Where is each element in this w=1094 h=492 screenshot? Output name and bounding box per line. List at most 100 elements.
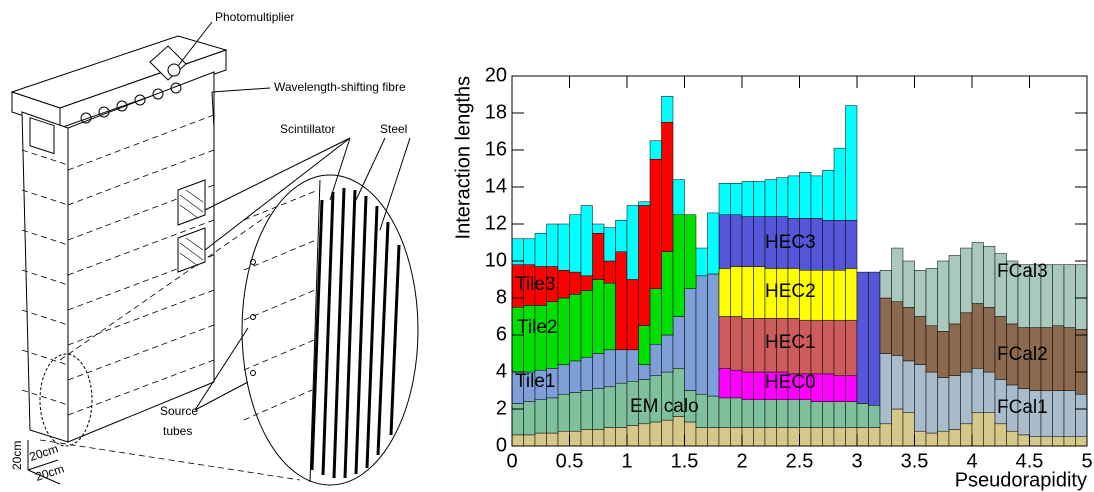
- bar-segment: [741, 318, 754, 373]
- bar-segment: [557, 270, 570, 299]
- bar-segment: [971, 303, 984, 369]
- bar-segment: [753, 318, 766, 373]
- bar-segment: [856, 271, 869, 404]
- bar-segment: [649, 140, 662, 160]
- bar-segment: [638, 364, 651, 380]
- bar-segment: [730, 183, 743, 216]
- bar-segment: [557, 364, 570, 395]
- bar-segment: [960, 247, 973, 314]
- bar-segment: [868, 427, 881, 447]
- bar-segment: [569, 392, 582, 432]
- x-tick-label: 2.5: [786, 450, 814, 472]
- y-axis-label: Interaction lengths: [452, 76, 474, 239]
- bar-segment: [937, 260, 950, 332]
- bar-segment: [684, 421, 697, 447]
- bar-segment: [925, 268, 938, 326]
- bar-segment: [546, 432, 559, 447]
- chart: EM calo Tile1 Tile2 Tile3 HEC0 HEC1 HEC2 HEC3 FC…: [452, 64, 1092, 491]
- y-tick-label: 8: [496, 286, 507, 308]
- bar-segment: [925, 371, 938, 434]
- bar-segment: [960, 312, 973, 373]
- bar-segment: [615, 427, 628, 447]
- x-tick-label: 4.5: [1016, 450, 1044, 472]
- bar-segment: [718, 268, 731, 317]
- bar-segment: [1075, 264, 1088, 330]
- bar-segment: [902, 360, 915, 413]
- scale-label: 20cm: [34, 461, 66, 483]
- bar-segment: [879, 297, 892, 354]
- bar-segment: [937, 331, 950, 378]
- bar-segment: [1029, 436, 1042, 447]
- photomultiplier-label: Photomultiplier: [215, 10, 294, 24]
- fibre-label: Wavelength-shifting fibre: [274, 80, 406, 94]
- bar-segment: [879, 353, 892, 425]
- bar-segment: [925, 325, 938, 373]
- bar-segment: [569, 271, 582, 295]
- bar-segment: [833, 270, 846, 321]
- y-tick-label: 6: [496, 323, 507, 345]
- bar-segment: [511, 403, 524, 436]
- bar-segment: [718, 397, 731, 428]
- bar-segment: [672, 416, 685, 447]
- bar-segment: [914, 364, 927, 432]
- region-label: HEC0: [765, 372, 816, 393]
- bar-segment: [914, 430, 927, 447]
- bar-segment: [741, 216, 754, 267]
- bar-segment: [822, 220, 835, 271]
- bar-segment: [776, 399, 789, 428]
- bar-segment: [1075, 329, 1088, 395]
- bar-segment: [948, 323, 961, 376]
- bar-segment: [868, 271, 881, 406]
- bar-segment: [868, 405, 881, 428]
- y-tick-label: 12: [485, 212, 507, 234]
- bar-segment: [1052, 264, 1065, 327]
- bar-segment: [638, 205, 651, 326]
- region-label: Tile3: [515, 274, 555, 295]
- region-label: HEC1: [765, 332, 816, 353]
- bar-segment: [580, 205, 593, 277]
- bar-segment: [592, 353, 605, 389]
- region-label: HEC2: [765, 281, 816, 302]
- bar-segment: [1006, 430, 1019, 447]
- bar-segment: [626, 349, 639, 382]
- bar-segment: [914, 270, 927, 317]
- y-tick-label: 14: [485, 175, 507, 197]
- bar-segment: [569, 214, 582, 273]
- bar-segment: [603, 349, 616, 388]
- bar-segment: [753, 181, 766, 217]
- bar-segment: [546, 397, 559, 434]
- tile-module-diagram: [10, 21, 419, 486]
- y-tick-label: 18: [485, 101, 507, 123]
- bar-segment: [845, 105, 858, 221]
- bar-segment: [718, 214, 731, 269]
- bar-segment: [649, 421, 662, 447]
- bar-segment: [557, 223, 570, 271]
- bar-segment: [661, 251, 674, 336]
- bar-segment: [914, 316, 927, 365]
- y-tick-label: 20: [485, 64, 507, 86]
- x-tick-label: 0: [506, 450, 517, 472]
- bar-segment: [983, 412, 996, 447]
- bar-segment: [822, 319, 835, 375]
- bar-segment: [879, 423, 892, 447]
- bar-segment: [557, 393, 570, 432]
- bar-segment: [822, 373, 835, 402]
- bar-segment: [718, 316, 731, 369]
- region-label: HEC3: [765, 232, 816, 253]
- bar-segment: [937, 430, 950, 447]
- bar-segment: [1063, 327, 1076, 391]
- y-tick-label: 0: [496, 434, 507, 456]
- bar-segment: [902, 412, 915, 447]
- bar-segment: [638, 325, 651, 365]
- bar-segment: [684, 288, 697, 391]
- bar-segment: [833, 401, 846, 428]
- bar-segment: [615, 349, 628, 384]
- bar-segment: [546, 223, 559, 267]
- bar-segment: [960, 423, 973, 447]
- x-tick-label: 3: [851, 450, 862, 472]
- bar-segment: [569, 360, 582, 393]
- bar-segment: [661, 122, 674, 252]
- bar-segment: [615, 382, 628, 428]
- bar-segment: [787, 427, 800, 447]
- bar-segment: [845, 375, 858, 402]
